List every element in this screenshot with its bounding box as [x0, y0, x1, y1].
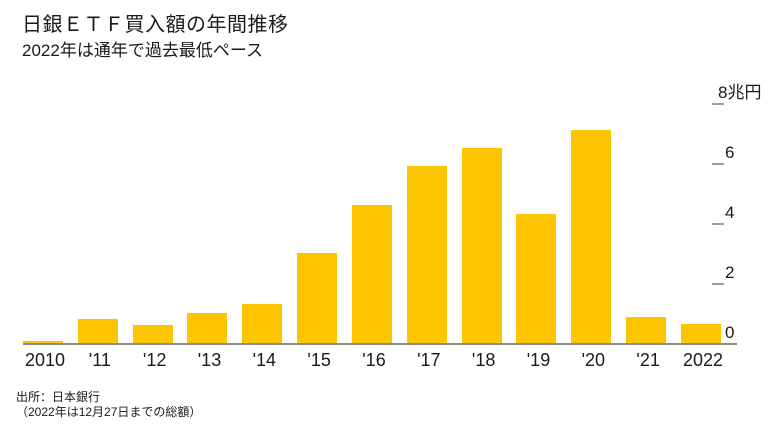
x-axis-label-19: '19	[526, 350, 551, 370]
y-axis-tick-4	[712, 223, 724, 225]
x-axis-label-20: '20	[581, 350, 606, 370]
bar-15	[297, 253, 338, 343]
bar-11	[77, 319, 118, 343]
y-axis-label-6: 6	[725, 143, 735, 162]
chart-subtitle: 2022年は通年で過去最低ペース	[22, 41, 263, 60]
bar-16	[351, 205, 392, 343]
x-axis-label-2022: 2022	[682, 350, 724, 370]
y-axis-tick-6	[712, 163, 724, 165]
x-axis-label-13: '13	[197, 350, 222, 370]
y-axis-label-2: 2	[725, 263, 735, 282]
bar-17	[406, 166, 447, 343]
bar-13	[187, 313, 228, 343]
bar-21	[626, 317, 667, 343]
x-axis-label-16: '16	[362, 350, 386, 370]
bar-12	[132, 325, 173, 343]
source-line-1: 出所：日本銀行	[16, 390, 101, 404]
x-axis-label-12: '12	[142, 350, 167, 370]
chart-title: 日銀ＥＴＦ買入額の年間推移	[22, 14, 289, 36]
x-axis-label-18: '18	[471, 350, 496, 370]
bar-19	[516, 214, 557, 343]
bar-20	[571, 130, 612, 343]
bar-2010	[23, 341, 63, 343]
y-axis-label-8: 8兆円	[718, 83, 762, 102]
x-axis-label-11: '11	[88, 350, 111, 370]
y-axis-tick-8	[712, 103, 724, 105]
y-axis-label-0: 0	[725, 323, 735, 342]
source-note: 出所：日本銀行 （2022年は12月27日までの総額）	[16, 390, 201, 419]
source-line-2: （2022年は12月27日までの総額）	[16, 404, 202, 419]
x-axis-label-15: '15	[307, 350, 331, 370]
bar-2022	[680, 324, 721, 343]
x-axis-label-17: '17	[417, 350, 441, 370]
y-axis-label-4: 4	[725, 203, 735, 222]
x-axis-label-14: '14	[252, 350, 277, 370]
x-axis-baseline	[23, 343, 737, 345]
x-axis-label-21: '21	[636, 350, 660, 370]
bar-18	[461, 148, 502, 343]
y-axis-tick-2	[712, 283, 724, 285]
bar-14	[242, 304, 283, 343]
x-axis-label-2010: 2010	[24, 350, 66, 370]
